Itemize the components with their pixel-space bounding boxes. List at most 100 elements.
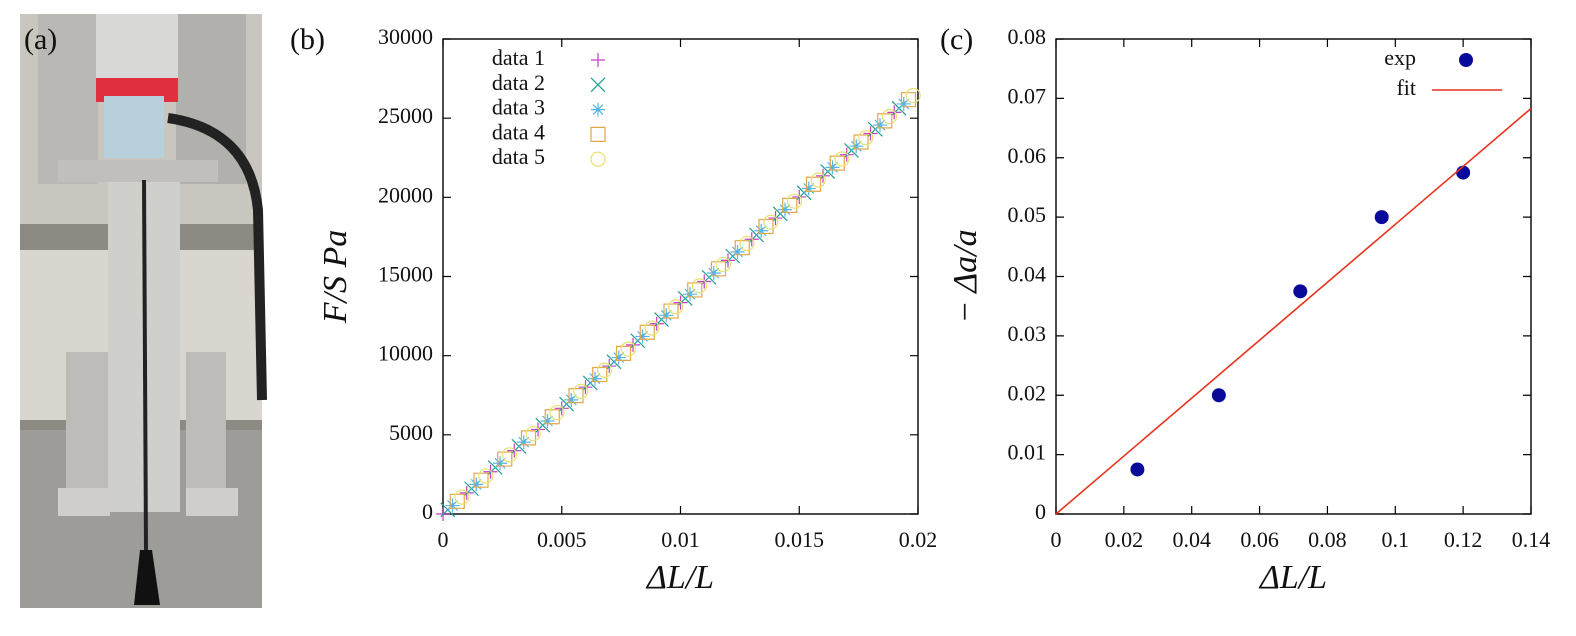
photo: (a)	[20, 14, 267, 608]
x-tick-label: 0	[1051, 527, 1062, 552]
x-tick-label: 0.06	[1240, 527, 1279, 552]
marker	[611, 350, 626, 365]
y-tick-label: 15000	[378, 262, 433, 287]
marker	[516, 435, 531, 450]
marker	[1293, 284, 1308, 299]
marker	[1374, 210, 1389, 225]
marker	[739, 235, 755, 252]
plot-frame	[442, 38, 919, 515]
marker	[497, 451, 513, 467]
x-axis-label: ΔL/L	[1258, 559, 1327, 596]
marker	[834, 151, 850, 167]
marker	[881, 109, 898, 125]
y-tick-label: 0.03	[1008, 321, 1047, 346]
x-tick-label: 0	[438, 527, 449, 552]
legend-marker	[590, 151, 606, 167]
marker	[473, 472, 489, 488]
marker	[478, 468, 494, 484]
marker	[1211, 388, 1226, 403]
marker	[900, 92, 917, 108]
marker	[620, 341, 636, 357]
marker	[782, 197, 798, 213]
marker	[469, 477, 484, 492]
y-tick-label: 5000	[389, 420, 433, 445]
y-tick-label: 0.05	[1008, 202, 1047, 227]
y-tick-label: 0.07	[1008, 83, 1047, 108]
marker	[706, 266, 721, 281]
y-tick-label: 20000	[378, 182, 433, 207]
marker	[663, 303, 679, 319]
y-tick-label: 0.01	[1008, 440, 1047, 465]
marker	[905, 87, 921, 104]
marker	[592, 366, 608, 383]
y-tick-label: 0	[422, 499, 433, 524]
x-tick-label: 0.14	[1512, 527, 1551, 552]
photo-rod	[142, 179, 148, 551]
x-tick-label: 0.015	[775, 527, 825, 552]
marker	[873, 118, 887, 133]
x-tick-label: 0.08	[1308, 527, 1347, 552]
marker	[763, 214, 779, 230]
photo-side-plate	[66, 352, 108, 502]
marker	[493, 456, 507, 471]
photo-base	[58, 488, 110, 516]
marker	[715, 256, 731, 273]
y-tick-label: 0.06	[1008, 143, 1047, 168]
photo-plate	[38, 14, 98, 184]
y-tick-label: 25000	[378, 103, 433, 128]
fit-line	[1055, 107, 1532, 515]
photo-cable	[167, 113, 267, 401]
legend-label: exp	[1384, 45, 1416, 70]
photo-load-cell	[104, 96, 164, 158]
y-tick-label: 30000	[378, 24, 433, 49]
marker	[635, 329, 650, 344]
marker	[564, 392, 579, 407]
photo-sample	[134, 550, 160, 605]
marker	[544, 409, 560, 425]
marker	[454, 489, 470, 505]
legend-label: data 2	[492, 70, 545, 95]
x-tick-label: 0.02	[1105, 527, 1144, 552]
x-axis-label: ΔL/L	[645, 559, 714, 596]
marker	[644, 320, 660, 336]
marker	[849, 139, 864, 154]
marker	[754, 223, 769, 238]
marker	[596, 362, 613, 378]
marker	[639, 324, 655, 340]
y-tick-label: 0.02	[1008, 380, 1047, 405]
x-tick-label: 0.12	[1444, 527, 1483, 552]
legend-marker	[1459, 53, 1473, 67]
y-axis-label: − Δa/a	[947, 229, 984, 323]
legend-marker	[590, 126, 606, 142]
x-tick-label: 0.1	[1382, 527, 1410, 552]
y-tick-label: 0.04	[1008, 262, 1047, 287]
panel-label: (a)	[24, 23, 57, 56]
marker	[588, 371, 602, 386]
photo-base	[186, 488, 238, 516]
marker	[825, 160, 840, 175]
marker	[805, 176, 822, 192]
marker	[449, 493, 465, 509]
marker	[501, 447, 518, 463]
marker	[573, 383, 589, 400]
x-tick-label: 0.005	[537, 527, 587, 552]
photo-side-plate	[186, 352, 226, 502]
photo-sensor-mount	[96, 14, 178, 84]
x-tick-label: 0.02	[899, 527, 938, 552]
marker	[877, 113, 893, 129]
marker	[778, 202, 792, 217]
legend-label: data 4	[492, 119, 545, 144]
marker	[568, 388, 584, 404]
marker	[691, 278, 708, 294]
marker	[758, 218, 774, 235]
legend-label: data 1	[492, 45, 545, 70]
photo-bracket	[58, 160, 218, 182]
marker	[730, 244, 745, 259]
panel-label: (c)	[940, 23, 973, 56]
y-tick-label: 10000	[378, 341, 433, 366]
y-axis-label: F/S Pa	[317, 230, 354, 324]
marker	[659, 308, 674, 323]
marker	[896, 96, 911, 111]
marker	[858, 130, 874, 146]
